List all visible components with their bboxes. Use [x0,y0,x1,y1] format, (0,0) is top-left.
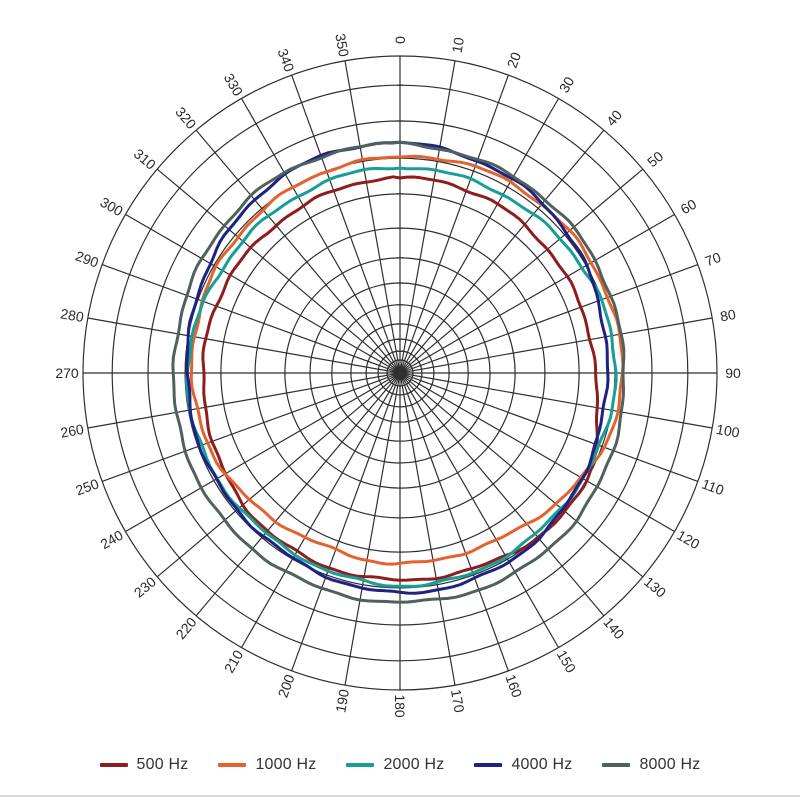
angle-tick-label: 290 [73,248,101,271]
legend: 500 Hz 1000 Hz 2000 Hz 4000 Hz 8000 Hz [0,756,800,774]
legend-item-label: 4000 Hz [511,756,573,773]
angle-tick-label: 110 [700,476,727,499]
angle-tick-label: 30 [556,74,578,96]
angle-tick-label: 210 [221,647,247,675]
legend-swatch [474,763,503,767]
angle-tick-label: 140 [600,614,627,642]
angle-tick-label: 250 [73,475,101,498]
legend-swatch [346,763,375,767]
angle-tick-label: 280 [59,305,85,325]
series-curve-1000-hz [189,154,625,566]
angle-tick-label: 130 [641,573,669,600]
bottom-rule [0,795,800,797]
angle-tick-label: 100 [715,421,741,441]
legend-item: 8000 Hz [602,756,700,774]
angle-tick-label: 20 [504,50,524,70]
angle-tick-label: 190 [332,688,352,714]
polar-center-dot [396,369,404,377]
angle-tick-label: 70 [703,249,723,269]
angle-tick-label: 170 [448,688,468,714]
angle-tick-label: 180 [392,694,408,718]
legend-item: 2000 Hz [346,756,444,774]
angle-tick-label: 0 [392,36,408,44]
angle-tick-label: 40 [603,107,625,129]
angle-tick-label: 270 [55,365,79,381]
legend-item-label: 2000 Hz [383,756,445,773]
legend-item-label: 8000 Hz [639,756,701,773]
series-curve-4000-hz [185,140,610,595]
angle-tick-label: 10 [449,36,467,54]
angle-tick-label: 80 [719,306,737,324]
angle-tick-label: 120 [674,527,702,553]
angle-tick-label: 60 [678,196,700,218]
angle-tick-label: 220 [172,614,199,642]
series-curve-2000-hz [185,166,618,588]
legend-item: 500 Hz [99,756,189,774]
angle-tick-label: 160 [502,672,525,700]
legend-item-label: 1000 Hz [255,756,317,773]
angle-tick-label: 300 [97,194,125,220]
series-curve-500-hz [201,175,600,582]
angle-tick-label: 330 [221,70,247,98]
angle-tick-label: 350 [332,32,352,58]
legend-item-label: 500 Hz [136,756,189,773]
angle-tick-label: 150 [554,647,580,675]
legend-swatch [218,763,247,767]
angle-tick-label: 340 [275,46,298,74]
angle-tick-label: 320 [172,104,199,132]
legend-swatch [602,763,631,767]
series-curve-8000-hz [171,140,626,604]
legend-item: 4000 Hz [474,756,572,774]
angle-tick-label: 240 [97,527,125,553]
angle-tick-label: 260 [59,421,85,441]
angle-tick-label: 90 [725,365,741,381]
angle-tick-label: 230 [131,573,159,600]
angle-tick-label: 50 [644,148,666,170]
angle-tick-label: 200 [275,672,298,700]
legend-item: 1000 Hz [218,756,316,774]
angle-tick-label: 310 [131,145,159,172]
legend-swatch [99,763,128,767]
